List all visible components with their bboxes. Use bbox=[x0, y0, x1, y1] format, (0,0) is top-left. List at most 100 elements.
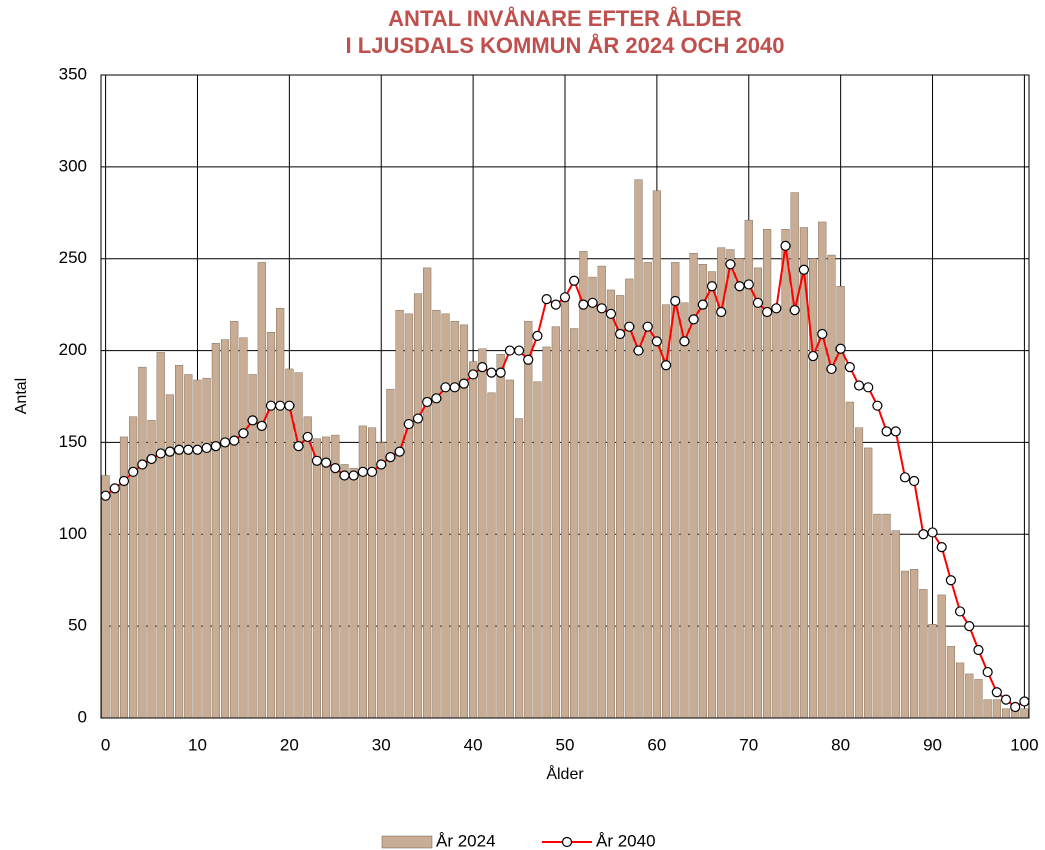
point bbox=[789, 305, 800, 316]
bar bbox=[101, 475, 110, 719]
x-tick-label: 90 bbox=[923, 735, 942, 754]
point bbox=[771, 303, 782, 314]
point bbox=[449, 382, 460, 393]
bar bbox=[680, 302, 689, 719]
point bbox=[826, 363, 837, 375]
point bbox=[440, 382, 451, 393]
bar bbox=[340, 464, 349, 719]
bar bbox=[147, 420, 156, 719]
bar bbox=[524, 320, 533, 719]
point bbox=[330, 463, 341, 474]
bar bbox=[266, 332, 276, 719]
bar bbox=[671, 262, 680, 719]
x-tick-label: 80 bbox=[831, 735, 850, 754]
point bbox=[284, 400, 295, 411]
point bbox=[587, 297, 598, 308]
point bbox=[697, 299, 708, 310]
bar bbox=[156, 352, 165, 719]
bar bbox=[726, 249, 735, 719]
bar bbox=[579, 251, 588, 719]
point bbox=[605, 308, 617, 319]
point bbox=[899, 472, 911, 483]
bar bbox=[625, 278, 634, 719]
point bbox=[973, 644, 984, 656]
bar bbox=[349, 467, 358, 719]
x-tick-label: 50 bbox=[556, 735, 575, 754]
bar bbox=[193, 379, 202, 719]
point bbox=[569, 275, 580, 286]
legend-label: År 2024 bbox=[436, 831, 496, 850]
point bbox=[357, 466, 368, 477]
point bbox=[458, 378, 470, 389]
bar bbox=[864, 447, 873, 719]
point bbox=[311, 455, 323, 466]
bar bbox=[294, 372, 303, 719]
bar bbox=[634, 179, 643, 719]
bar bbox=[211, 343, 220, 719]
point bbox=[238, 428, 249, 439]
point bbox=[137, 459, 148, 470]
point bbox=[422, 396, 433, 408]
bar bbox=[496, 354, 505, 719]
point bbox=[945, 575, 957, 586]
point bbox=[504, 345, 515, 356]
bar bbox=[753, 267, 763, 719]
bar bbox=[992, 699, 1001, 719]
point bbox=[835, 343, 846, 354]
x-tick-label: 10 bbox=[188, 735, 207, 754]
bar bbox=[478, 348, 487, 719]
x-axis-label: Ålder bbox=[546, 764, 584, 783]
bar bbox=[845, 401, 854, 719]
y-tick-label: 250 bbox=[59, 248, 87, 267]
point bbox=[229, 435, 240, 446]
y-tick-label: 350 bbox=[59, 64, 87, 83]
point bbox=[486, 367, 497, 378]
chart-title: I LJUSDALS KOMMUN ÅR 2024 OCH 2040 bbox=[346, 32, 785, 58]
point bbox=[128, 466, 139, 477]
bar bbox=[937, 594, 946, 719]
point bbox=[477, 362, 488, 373]
point bbox=[192, 444, 203, 455]
bar bbox=[441, 313, 450, 719]
point bbox=[394, 446, 405, 457]
y-tick-label: 200 bbox=[59, 340, 87, 359]
point bbox=[660, 360, 672, 371]
legend-swatch bbox=[381, 835, 433, 849]
bar bbox=[165, 394, 174, 719]
bar bbox=[202, 377, 211, 719]
bar bbox=[597, 265, 606, 719]
bar bbox=[616, 295, 625, 719]
bar bbox=[395, 309, 404, 719]
x-tick-label: 100 bbox=[1010, 735, 1038, 754]
bar bbox=[184, 374, 193, 719]
x-tick-label: 60 bbox=[647, 735, 666, 754]
point bbox=[853, 380, 865, 391]
point bbox=[541, 294, 552, 305]
legend-swatch bbox=[561, 836, 573, 848]
point bbox=[201, 442, 212, 454]
bar bbox=[946, 646, 955, 719]
bar bbox=[551, 326, 560, 719]
bar bbox=[965, 673, 974, 719]
point bbox=[219, 437, 231, 448]
point bbox=[716, 306, 727, 318]
bar bbox=[450, 320, 459, 719]
point bbox=[807, 350, 819, 362]
point bbox=[615, 328, 626, 340]
point bbox=[780, 240, 791, 251]
bar bbox=[781, 229, 790, 719]
point bbox=[256, 420, 267, 431]
bar bbox=[698, 264, 707, 719]
chart-title: ANTAL INVÅNARE EFTER ÅLDER bbox=[388, 5, 742, 31]
bar bbox=[175, 365, 184, 719]
point bbox=[155, 448, 166, 459]
point bbox=[688, 314, 699, 325]
bar bbox=[413, 293, 423, 719]
point bbox=[339, 470, 350, 481]
point bbox=[468, 369, 479, 380]
bar bbox=[652, 190, 661, 719]
bar bbox=[248, 374, 257, 719]
point bbox=[734, 281, 745, 292]
point bbox=[752, 297, 764, 308]
